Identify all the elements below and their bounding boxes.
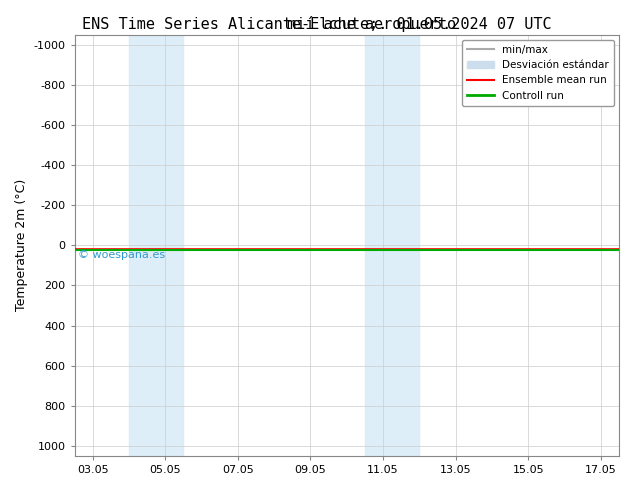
Text: ENS Time Series Alicante-Elche aeropuerto: ENS Time Series Alicante-Elche aeropuert… xyxy=(82,17,456,32)
Bar xyxy=(365,35,419,456)
Bar xyxy=(129,35,183,456)
Text: mií acute;. 01.05.2024 07 UTC: mií acute;. 01.05.2024 07 UTC xyxy=(287,17,552,32)
Y-axis label: Temperature 2m (°C): Temperature 2m (°C) xyxy=(15,179,28,312)
Legend: min/max, Desviación estándar, Ensemble mean run, Controll run: min/max, Desviación estándar, Ensemble m… xyxy=(462,40,614,106)
Text: © woespana.es: © woespana.es xyxy=(78,250,165,260)
